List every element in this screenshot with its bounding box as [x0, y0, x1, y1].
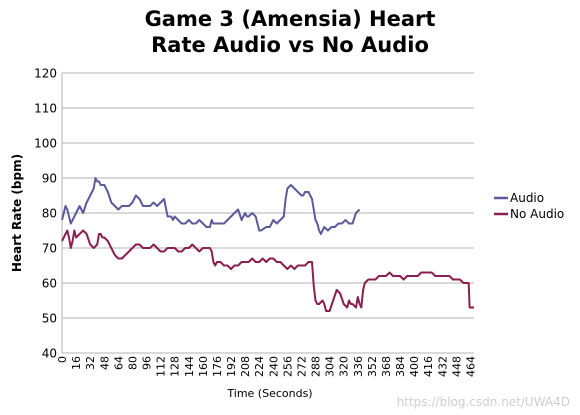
- y-tick-label: 40: [42, 347, 57, 361]
- watermark: https://blog.csdn.net/UWA4D: [396, 395, 570, 409]
- y-tick-label: 70: [42, 242, 57, 256]
- x-tick-label: 144: [183, 356, 196, 377]
- x-tick-label: 272: [295, 356, 308, 377]
- chart-title-line-2: Rate Audio vs No Audio: [151, 33, 429, 57]
- x-axis-label: Time (Seconds): [226, 387, 312, 400]
- series-lines: [61, 177, 474, 312]
- x-tick-label: 400: [408, 356, 421, 377]
- y-axis-label: Heart Rate (bpm): [10, 154, 24, 272]
- legend-label-no-audio: No Audio: [510, 207, 564, 221]
- x-tick-label: 48: [98, 356, 111, 370]
- y-tick-label: 50: [42, 312, 57, 326]
- x-tick-label: 96: [141, 356, 154, 370]
- x-tick-label: 80: [126, 356, 139, 370]
- x-tick-label: 208: [239, 356, 252, 377]
- x-tick-label: 320: [338, 356, 351, 377]
- legend-label-audio: Audio: [510, 191, 544, 205]
- y-tick-label: 90: [42, 172, 57, 186]
- legend: Audio No Audio: [494, 191, 564, 221]
- x-tick-label: 368: [380, 356, 393, 377]
- x-tick-label: 32: [84, 356, 97, 370]
- grid-lines: [62, 72, 474, 354]
- x-tick-label: 64: [112, 356, 125, 370]
- x-tick-label: 176: [211, 356, 224, 377]
- y-tick-label: 60: [42, 277, 57, 291]
- x-tick-label: 128: [169, 356, 182, 377]
- x-tick-label: 336: [352, 356, 365, 377]
- y-tick-label: 80: [42, 207, 57, 221]
- y-tick-label: 100: [34, 137, 57, 151]
- x-tick-label: 112: [155, 356, 168, 377]
- x-tick-label: 464: [464, 356, 477, 377]
- x-tick-label: 0: [56, 356, 69, 363]
- x-tick-label: 256: [281, 356, 294, 377]
- x-tick-label: 288: [310, 356, 323, 377]
- series-line-no-audio: [61, 229, 474, 312]
- x-tick-label: 16: [70, 356, 83, 370]
- x-tick-label: 192: [225, 356, 238, 377]
- x-tick-labels: 0 16 32 48 64 80 96 112 128 144 160 176 192 208 224 240…: [56, 356, 477, 377]
- x-tick-label: 384: [394, 356, 407, 377]
- chart-title: Game 3 (Amensia) Heart Rate Audio vs No …: [0, 6, 580, 58]
- x-tick-label: 416: [422, 356, 435, 377]
- y-tick-label: 120: [34, 67, 57, 81]
- series-line-audio: [61, 177, 361, 235]
- chart-title-line-1: Game 3 (Amensia) Heart: [144, 7, 436, 31]
- x-tick-label: 432: [436, 356, 449, 377]
- y-tick-labels: 40 50 60 70 80 90 100 110 120: [34, 67, 57, 361]
- x-tick-label: 240: [267, 356, 280, 377]
- x-tick-label: 224: [253, 356, 266, 377]
- x-tick-label: 352: [366, 356, 379, 377]
- x-tick-label: 160: [197, 356, 210, 377]
- y-tick-label: 110: [34, 102, 57, 116]
- x-tick-label: 448: [450, 356, 463, 377]
- x-tick-label: 304: [324, 356, 337, 377]
